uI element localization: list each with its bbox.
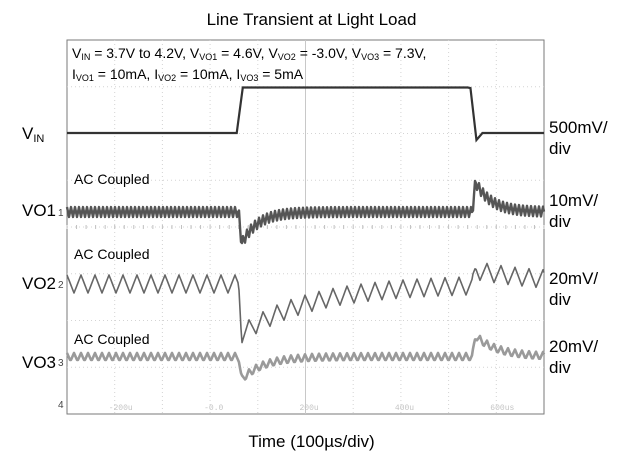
coupling-label-vo3: AC Coupled	[74, 331, 150, 347]
condition-fragment: = 10mA, I	[93, 66, 159, 82]
conditions-line-2: IVO1 = 10mA, IVO2 = 10mA, IVO3 = 5mA	[72, 66, 426, 87]
channel-marker: 4	[58, 400, 64, 411]
condition-fragment: IN	[81, 52, 91, 62]
chart-title: Line Transient at Light Load	[206, 10, 417, 29]
condition-fragment: = 4.6V, V	[217, 45, 278, 61]
scale-label-vo2: 20mV/div	[549, 269, 599, 309]
coupling-label-vo2: AC Coupled	[74, 246, 150, 262]
scope-tick-label: -200u	[109, 404, 133, 413]
condition-fragment: VO3	[240, 73, 259, 83]
condition-fragment: VO3	[361, 52, 380, 62]
condition-fragment: = 10mA, I	[176, 66, 241, 82]
condition-fragment: = -3.0V, V	[295, 45, 362, 61]
scope-tick-label: 400u	[395, 404, 414, 413]
x-axis-label: Time (100µs/div)	[248, 432, 375, 451]
condition-fragment: = 7.3V,	[379, 45, 427, 61]
condition-fragment: V	[72, 45, 82, 61]
condition-fragment: VO2	[158, 73, 177, 83]
channel-marker: 3	[58, 358, 64, 369]
signal-label-vin: VIN	[22, 124, 45, 145]
trace-vo3	[65, 334, 546, 381]
scope-tick-label: 200u	[300, 404, 319, 413]
condition-fragment: VO2	[277, 52, 296, 62]
trace-vo2	[66, 262, 545, 344]
coupling-label-vo1: AC Coupled	[74, 171, 150, 187]
trace-vo1	[65, 179, 546, 245]
channel-marker: 2	[58, 280, 64, 291]
scope-tick-label: 600us	[490, 404, 514, 413]
condition-fragment: VO1	[199, 52, 218, 62]
trace-vin	[67, 86, 544, 143]
condition-fragment: VO1	[75, 73, 94, 83]
scope-tick-label: -0.0	[204, 404, 223, 413]
scale-label-vin: 500mV/div	[549, 118, 608, 158]
test-conditions: VIN = 3.7V to 4.2V, VVO1 = 4.6V, VVO2 = …	[72, 45, 426, 87]
condition-fragment: = 3.7V to 4.2V, V	[90, 45, 200, 61]
condition-fragment: = 5mA	[258, 66, 304, 82]
conditions-line-1: VIN = 3.7V to 4.2V, VVO1 = 4.6V, VVO2 = …	[72, 45, 426, 66]
signal-label-vo3: VO3	[22, 353, 57, 372]
signal-label-vo1: VO1	[22, 201, 57, 220]
channel-marker: 1	[58, 208, 64, 219]
scale-label-vo1: 10mV/div	[549, 191, 599, 231]
condition-fragment: I	[72, 66, 76, 82]
scale-label-vo3: 20mV/div	[549, 337, 599, 377]
signal-label-vo2: VO2	[22, 274, 57, 293]
